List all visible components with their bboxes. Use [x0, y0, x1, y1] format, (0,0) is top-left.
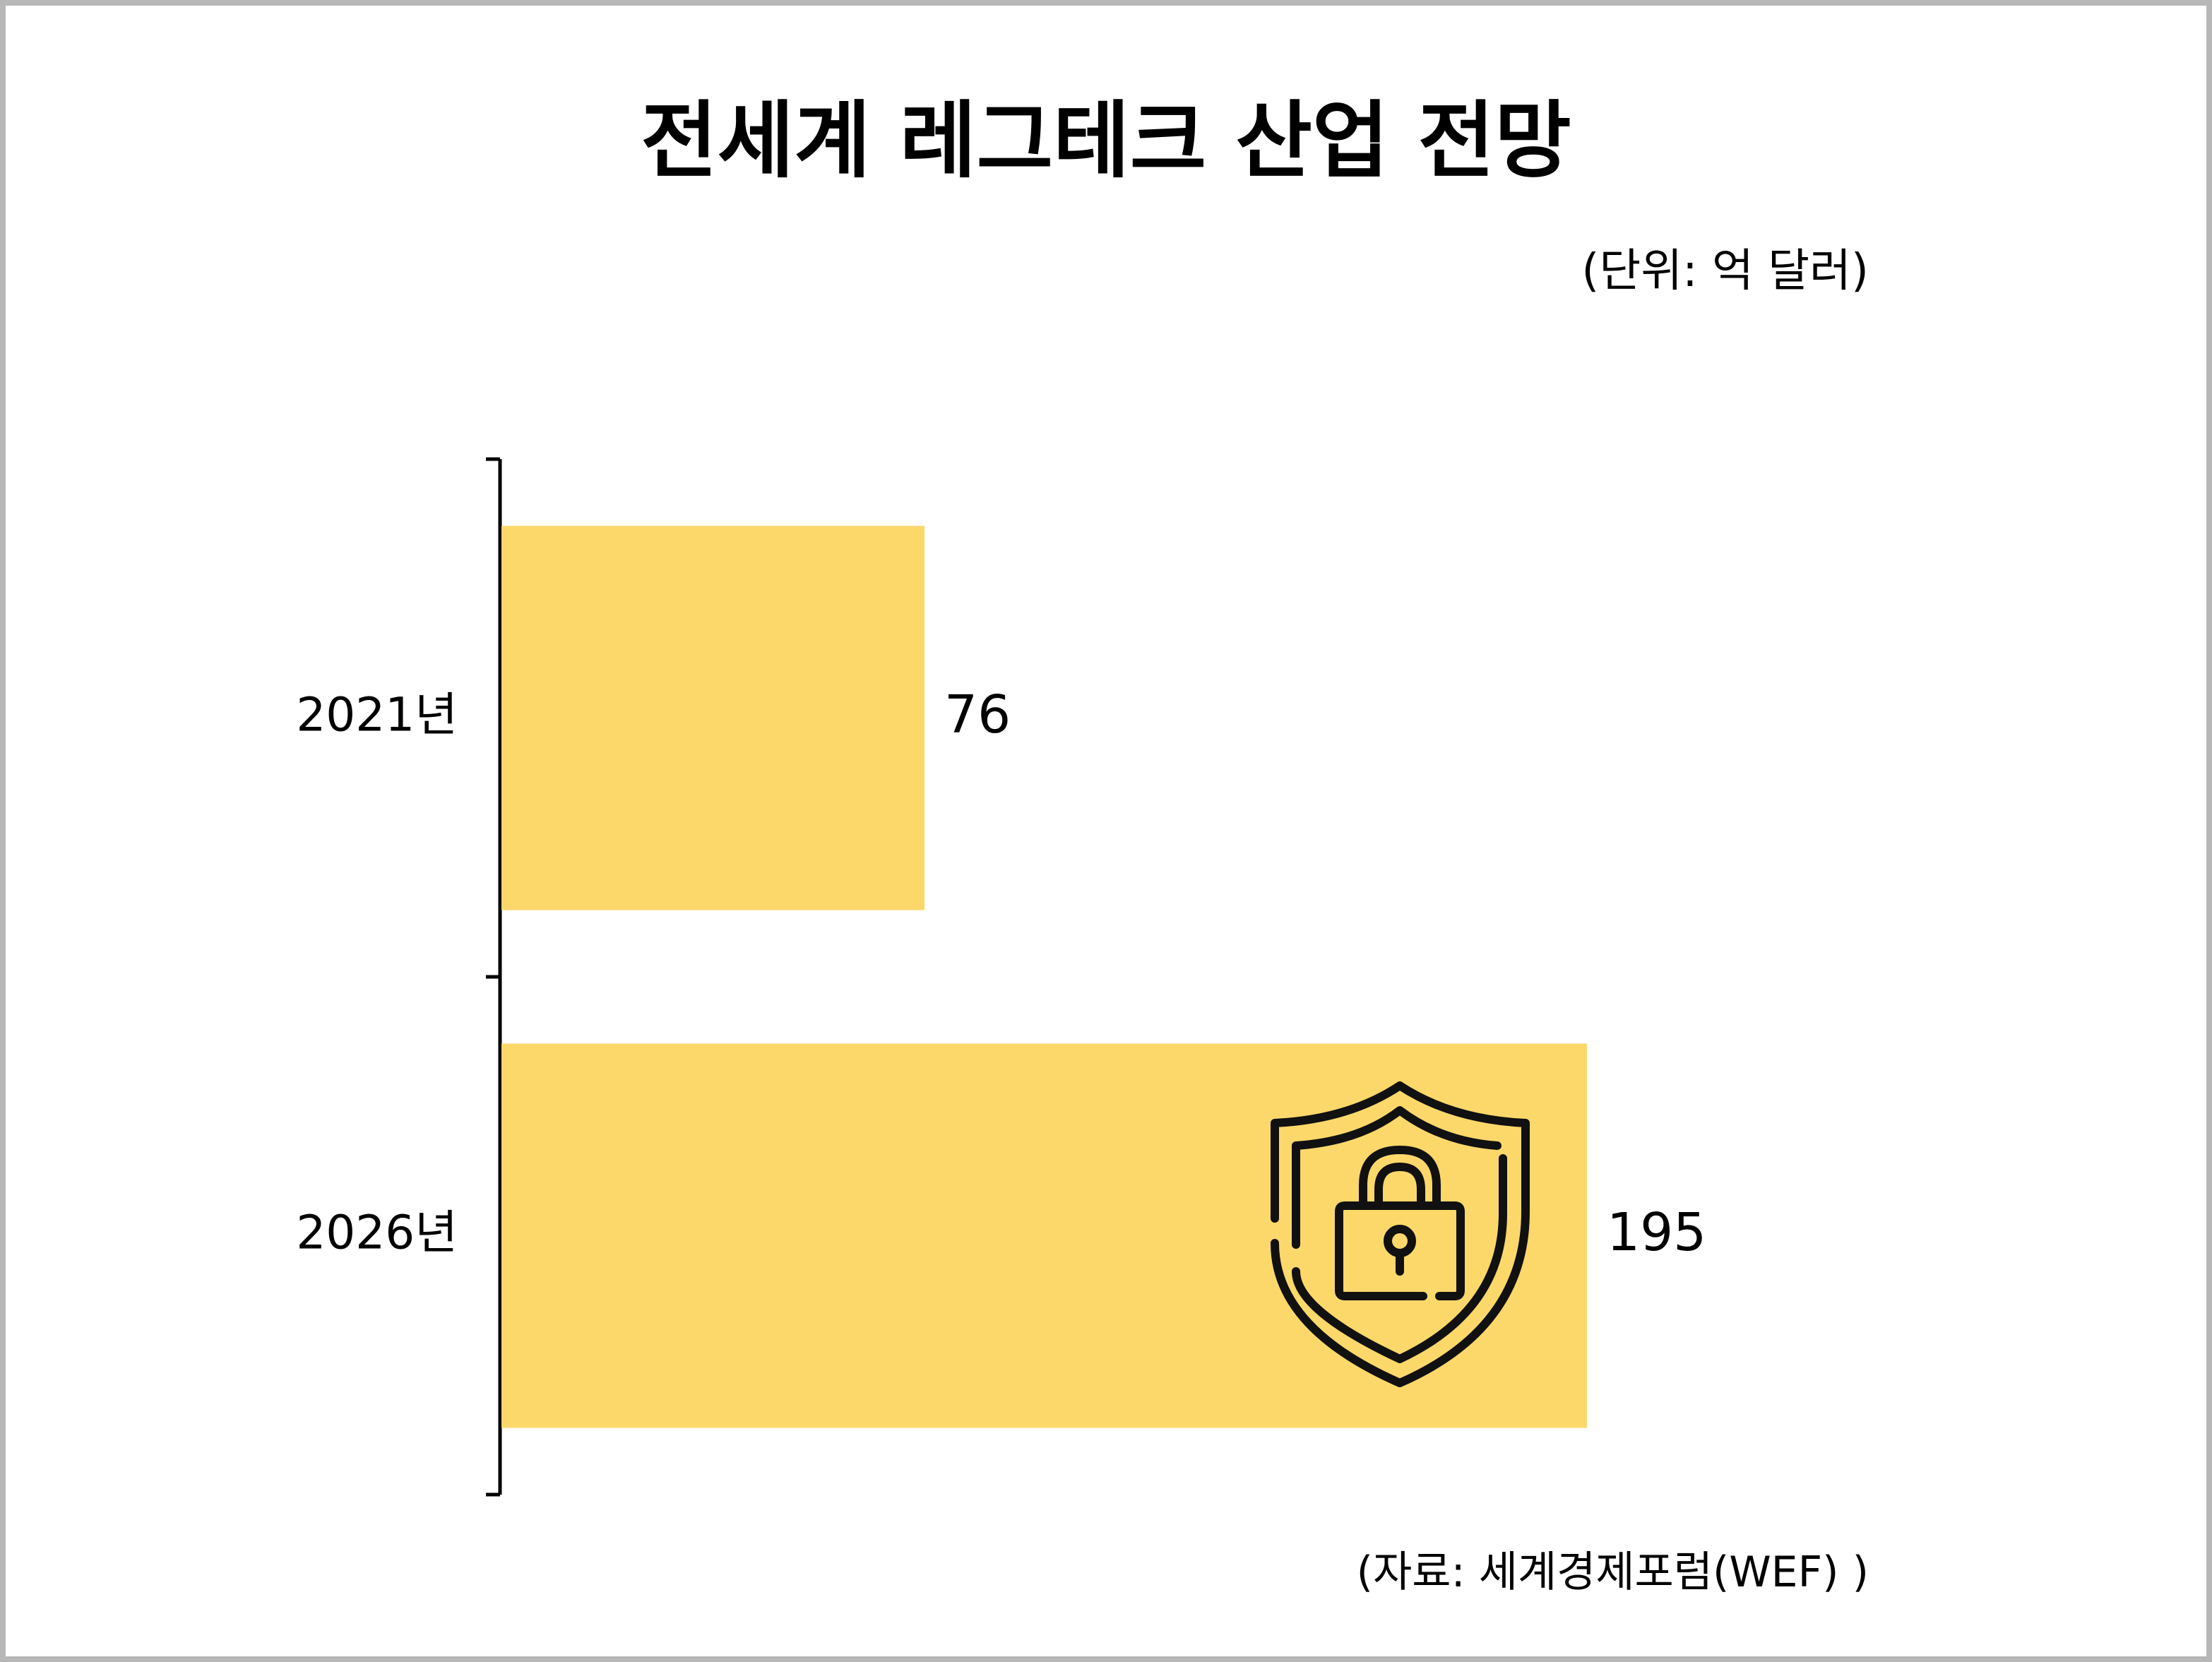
category-label: 2026년 [296, 1206, 458, 1260]
source-note: (자료: 세계경제포럼(WEF) ) [1356, 1548, 1869, 1597]
value-label: 76 [944, 684, 1011, 745]
shield-lock-icon [1271, 1081, 1530, 1387]
labels: 2021년 76 2026년 195 [296, 684, 1706, 1263]
chart-title: 전세계 레그테크 산업 전망 [641, 92, 1571, 189]
category-axis [486, 457, 502, 1497]
unit-note: (단위: 억 달러) [1581, 245, 1869, 297]
category-label: 2021년 [296, 688, 458, 742]
bar-1 [501, 526, 925, 910]
value-label: 195 [1607, 1202, 1706, 1263]
bars [501, 526, 1587, 1428]
